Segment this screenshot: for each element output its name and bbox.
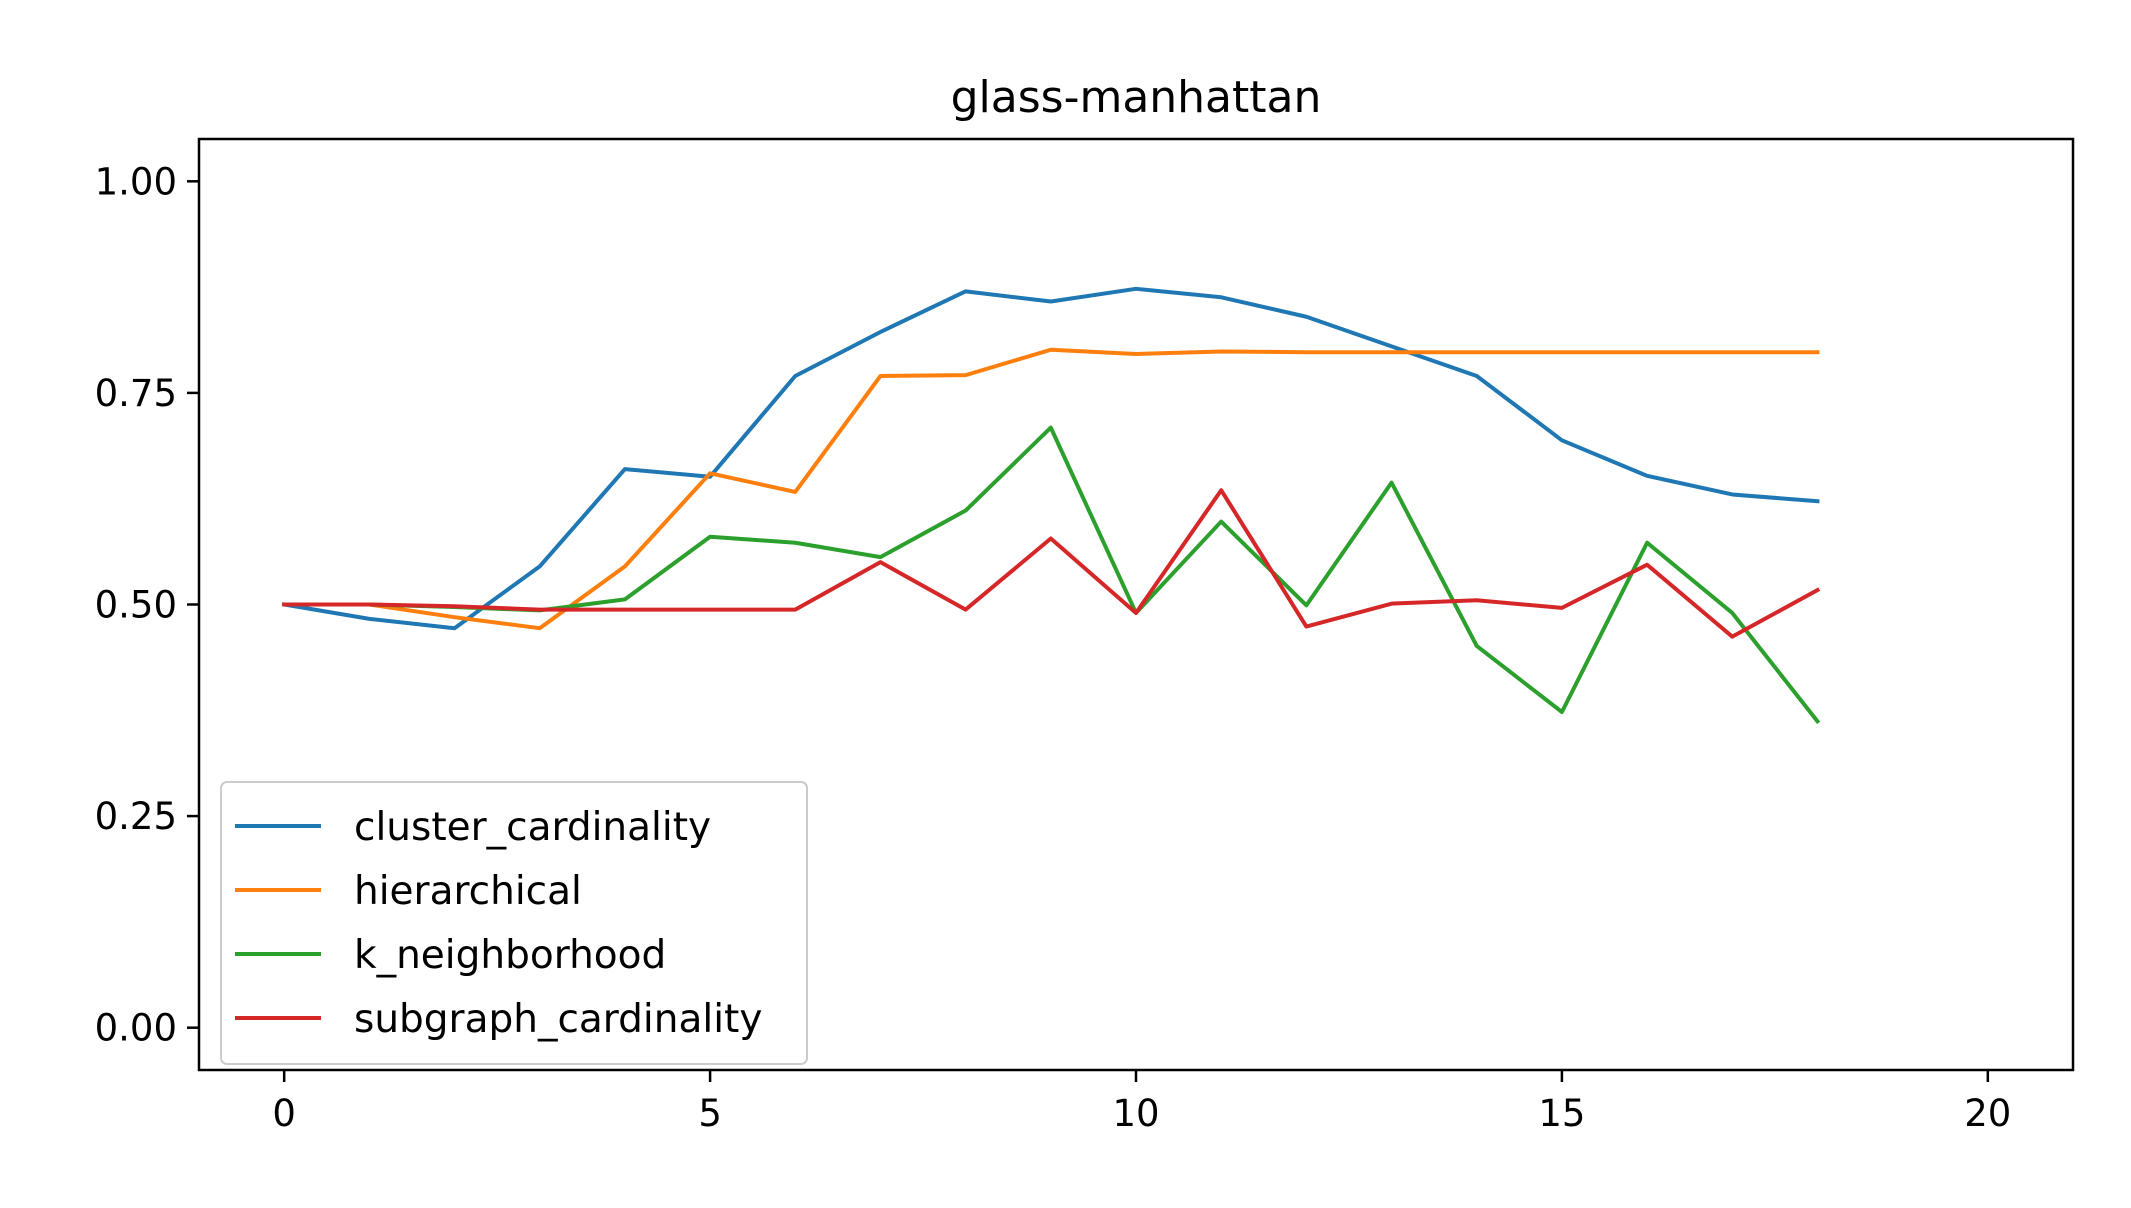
legend-label: subgraph_cardinality (354, 997, 762, 1042)
legend-label: k_neighborhood (354, 933, 666, 978)
series-line-cluster-cardinality (281, 286, 1820, 631)
series-lines (281, 286, 1821, 725)
x-tick-label: 5 (698, 1092, 722, 1135)
legend: cluster_cardinality hierarchical k_neighbo… (220, 781, 808, 1065)
legend-label: hierarchical (354, 869, 582, 914)
y-tick-label: 0.25 (95, 795, 177, 838)
series-line-subgraph-cardinality (282, 488, 1821, 639)
plot-frame (197, 137, 2075, 1072)
y-tick-label: 0.00 (95, 1007, 177, 1050)
y-axis: 0.00 0.25 0.50 0.75 1.00 (95, 160, 199, 1050)
x-tick-label: 0 (272, 1092, 296, 1135)
x-axis: 0 5 10 15 20 (272, 1070, 2011, 1135)
x-tick-label: 20 (1964, 1092, 2011, 1135)
legend-label: cluster_cardinality (354, 805, 711, 850)
legend-box (220, 781, 808, 1065)
y-tick-label: 1.00 (95, 160, 177, 203)
series-line-hierarchical (282, 347, 1820, 631)
y-tick-label: 0.75 (95, 372, 177, 415)
chart-title: glass-manhattan (951, 72, 1322, 123)
y-tick-label: 0.50 (95, 584, 177, 627)
x-tick-label: 10 (1112, 1092, 1159, 1135)
x-tick-label: 15 (1538, 1092, 1585, 1135)
